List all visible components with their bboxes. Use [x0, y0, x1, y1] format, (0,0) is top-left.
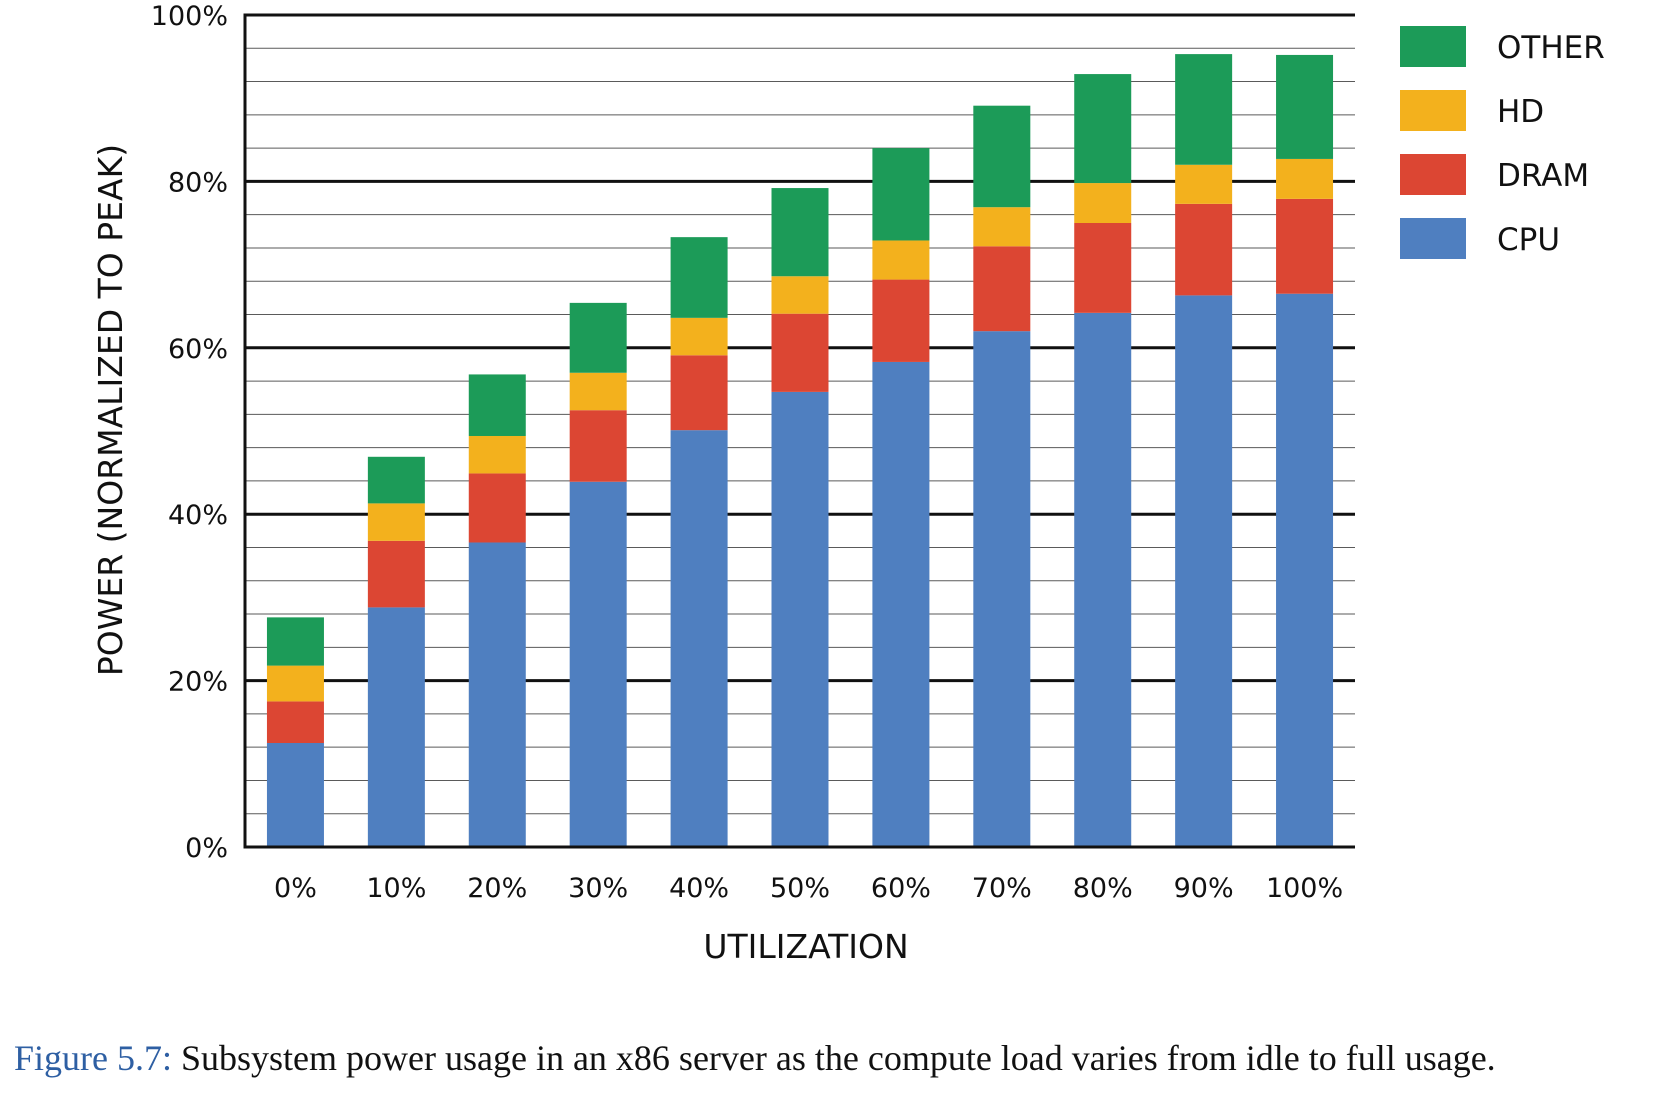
- x-tick-label-100pct: 100%: [1266, 873, 1343, 904]
- bar-other-90pct: [1175, 54, 1233, 165]
- y-tick-label-80: 80%: [168, 167, 228, 198]
- bar-other-40pct: [670, 237, 728, 318]
- bars: [266, 54, 1334, 848]
- bar-other-70pct: [973, 105, 1031, 208]
- figure-caption: Figure 5.7: Subsystem power usage in an …: [14, 1037, 1496, 1079]
- y-tick-label-100: 100%: [151, 1, 228, 32]
- bar-cpu-50pct: [771, 391, 829, 847]
- legend-swatch-other: [1400, 26, 1466, 67]
- y-tick-labels: 0% 20% 40% 60% 80% 100%: [151, 1, 228, 864]
- bar-dram-40pct: [670, 355, 728, 431]
- bar-dram-30pct: [569, 410, 627, 482]
- bar-dram-80pct: [1074, 223, 1132, 313]
- bar-hd-10pct: [367, 503, 425, 541]
- legend-label-other: OTHER: [1497, 30, 1605, 66]
- bar-cpu-10pct: [367, 607, 425, 847]
- bar-other-60pct: [872, 148, 930, 241]
- bar-cpu-0pct: [266, 743, 324, 847]
- bar-other-80pct: [1074, 74, 1132, 184]
- x-tick-label-80pct: 80%: [1073, 873, 1133, 904]
- bar-cpu-60pct: [872, 361, 930, 847]
- bar-cpu-80pct: [1074, 312, 1132, 848]
- bar-cpu-40pct: [670, 430, 728, 847]
- bar-cpu-100pct: [1276, 293, 1334, 848]
- x-tick-label-70pct: 70%: [972, 873, 1032, 904]
- bar-dram-0pct: [266, 701, 324, 743]
- caption-text: Subsystem power usage in an x86 server a…: [172, 1038, 1496, 1078]
- bar-cpu-70pct: [973, 331, 1031, 847]
- y-axis-title: POWER (NORMALIZED TO PEAK): [91, 144, 130, 676]
- bar-hd-100pct: [1276, 158, 1334, 199]
- legend-swatch-hd: [1400, 90, 1466, 131]
- bar-dram-90pct: [1175, 203, 1233, 296]
- bar-hd-50pct: [771, 276, 829, 314]
- bar-hd-0pct: [266, 665, 324, 702]
- stacked-bar-chart: 0% 20% 40% 60% 80% 100% 0% 10% 20% 30% 40% 50% 60% 7…: [91, 1, 1605, 966]
- axes: [243, 13, 1355, 849]
- bar-other-100pct: [1276, 54, 1334, 159]
- x-axis-title: UTILIZATION: [703, 927, 908, 966]
- x-tick-label-30pct: 30%: [568, 873, 628, 904]
- bar-dram-20pct: [468, 473, 526, 543]
- bar-other-10pct: [367, 456, 425, 504]
- x-tick-label-90pct: 90%: [1174, 873, 1234, 904]
- x-tick-labels: 0% 10% 20% 30% 40% 50% 60% 70% 80% 90% 100%: [274, 873, 1343, 904]
- bar-other-50pct: [771, 188, 829, 277]
- x-tick-label-20pct: 20%: [467, 873, 527, 904]
- bar-cpu-20pct: [468, 542, 526, 847]
- bar-hd-70pct: [973, 207, 1031, 247]
- x-tick-label-50pct: 50%: [770, 873, 830, 904]
- bar-dram-100pct: [1276, 198, 1334, 294]
- bar-hd-40pct: [670, 317, 728, 356]
- legend: OTHER HD DRAM CPU: [1400, 26, 1605, 259]
- x-tick-label-10pct: 10%: [366, 873, 426, 904]
- bar-dram-10pct: [367, 540, 425, 608]
- bar-other-20pct: [468, 374, 526, 436]
- y-tick-label-60: 60%: [168, 334, 228, 365]
- y-tick-label-40: 40%: [168, 500, 228, 531]
- legend-label-hd: HD: [1497, 94, 1544, 130]
- x-tick-label-40pct: 40%: [669, 873, 729, 904]
- bar-cpu-30pct: [569, 481, 627, 847]
- bar-hd-60pct: [872, 240, 930, 280]
- bar-hd-30pct: [569, 372, 627, 411]
- bar-hd-20pct: [468, 435, 526, 474]
- bar-hd-80pct: [1074, 183, 1132, 223]
- bar-cpu-90pct: [1175, 295, 1233, 847]
- bar-dram-70pct: [973, 246, 1031, 332]
- figure-label: Figure 5.7:: [14, 1038, 172, 1078]
- y-tick-label-20: 20%: [168, 667, 228, 698]
- bar-other-30pct: [569, 302, 627, 373]
- legend-swatch-dram: [1400, 154, 1466, 195]
- bar-dram-50pct: [771, 313, 829, 392]
- bar-other-0pct: [266, 617, 324, 666]
- legend-swatch-cpu: [1400, 218, 1466, 259]
- x-tick-label-0pct: 0%: [274, 873, 317, 904]
- x-tick-label-60pct: 60%: [871, 873, 931, 904]
- y-tick-label-0: 0%: [185, 833, 228, 864]
- legend-label-dram: DRAM: [1497, 158, 1589, 194]
- legend-label-cpu: CPU: [1497, 222, 1560, 258]
- bar-dram-60pct: [872, 279, 930, 362]
- bar-hd-90pct: [1175, 164, 1233, 204]
